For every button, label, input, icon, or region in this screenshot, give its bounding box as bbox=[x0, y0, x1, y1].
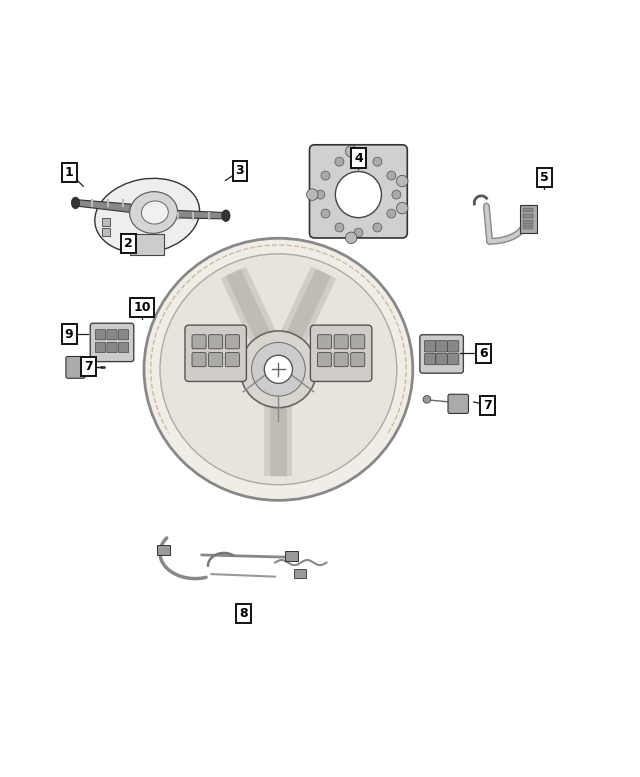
FancyBboxPatch shape bbox=[436, 340, 447, 352]
Text: 1: 1 bbox=[65, 166, 74, 179]
FancyBboxPatch shape bbox=[66, 357, 85, 378]
Ellipse shape bbox=[141, 201, 168, 224]
Ellipse shape bbox=[72, 197, 79, 209]
FancyBboxPatch shape bbox=[351, 353, 365, 367]
Ellipse shape bbox=[95, 178, 200, 253]
FancyBboxPatch shape bbox=[225, 335, 239, 349]
Text: 9: 9 bbox=[65, 328, 74, 340]
Text: 7: 7 bbox=[483, 399, 492, 412]
FancyBboxPatch shape bbox=[310, 145, 407, 238]
Bar bbox=[102, 218, 110, 226]
FancyBboxPatch shape bbox=[192, 335, 206, 349]
Ellipse shape bbox=[222, 210, 230, 221]
FancyBboxPatch shape bbox=[448, 394, 468, 413]
FancyBboxPatch shape bbox=[447, 354, 459, 365]
FancyBboxPatch shape bbox=[447, 340, 459, 352]
Text: 5: 5 bbox=[540, 171, 548, 184]
FancyBboxPatch shape bbox=[118, 329, 129, 340]
Polygon shape bbox=[166, 210, 224, 219]
FancyBboxPatch shape bbox=[225, 353, 239, 367]
Bar bbox=[523, 225, 532, 229]
Bar bbox=[523, 214, 532, 218]
Text: 8: 8 bbox=[239, 608, 248, 620]
FancyBboxPatch shape bbox=[310, 325, 372, 382]
Bar bbox=[285, 551, 298, 561]
Circle shape bbox=[354, 152, 363, 161]
Ellipse shape bbox=[130, 192, 177, 233]
Text: 7: 7 bbox=[84, 361, 93, 373]
FancyBboxPatch shape bbox=[107, 329, 117, 340]
Circle shape bbox=[346, 232, 357, 243]
Circle shape bbox=[373, 157, 382, 166]
Text: 10: 10 bbox=[133, 301, 151, 315]
Circle shape bbox=[346, 145, 357, 157]
FancyBboxPatch shape bbox=[209, 353, 223, 367]
FancyBboxPatch shape bbox=[185, 325, 246, 382]
Circle shape bbox=[396, 202, 408, 214]
Circle shape bbox=[335, 223, 344, 232]
Bar bbox=[523, 220, 532, 224]
Circle shape bbox=[373, 223, 382, 232]
Circle shape bbox=[396, 176, 408, 186]
Circle shape bbox=[387, 209, 396, 218]
Ellipse shape bbox=[160, 254, 397, 485]
FancyBboxPatch shape bbox=[192, 353, 206, 367]
FancyBboxPatch shape bbox=[95, 343, 106, 353]
FancyBboxPatch shape bbox=[424, 340, 436, 352]
Circle shape bbox=[354, 228, 363, 237]
Circle shape bbox=[387, 171, 396, 180]
Circle shape bbox=[307, 189, 318, 200]
FancyBboxPatch shape bbox=[351, 335, 365, 349]
Circle shape bbox=[335, 172, 381, 218]
Circle shape bbox=[240, 331, 317, 408]
Polygon shape bbox=[77, 200, 131, 212]
Circle shape bbox=[392, 190, 401, 199]
Text: 2: 2 bbox=[124, 237, 132, 250]
FancyBboxPatch shape bbox=[107, 343, 117, 353]
Circle shape bbox=[321, 171, 330, 180]
Circle shape bbox=[335, 157, 344, 166]
FancyBboxPatch shape bbox=[334, 335, 348, 349]
Bar bbox=[157, 545, 170, 555]
Bar bbox=[523, 208, 532, 212]
FancyBboxPatch shape bbox=[130, 234, 164, 256]
Circle shape bbox=[316, 190, 325, 199]
Circle shape bbox=[264, 355, 292, 383]
Circle shape bbox=[423, 395, 431, 403]
FancyBboxPatch shape bbox=[436, 354, 447, 365]
FancyBboxPatch shape bbox=[317, 335, 332, 349]
FancyBboxPatch shape bbox=[317, 353, 332, 367]
FancyBboxPatch shape bbox=[90, 323, 134, 361]
FancyBboxPatch shape bbox=[95, 329, 106, 340]
Text: 6: 6 bbox=[479, 347, 488, 360]
Ellipse shape bbox=[144, 239, 413, 500]
Text: 3: 3 bbox=[236, 165, 244, 177]
FancyBboxPatch shape bbox=[209, 335, 223, 349]
Bar bbox=[102, 228, 110, 235]
Bar bbox=[294, 569, 306, 578]
Circle shape bbox=[321, 209, 330, 218]
FancyBboxPatch shape bbox=[334, 353, 348, 367]
FancyBboxPatch shape bbox=[520, 205, 536, 233]
Circle shape bbox=[252, 343, 305, 396]
FancyBboxPatch shape bbox=[420, 335, 463, 373]
FancyBboxPatch shape bbox=[118, 343, 129, 353]
FancyBboxPatch shape bbox=[424, 354, 436, 365]
Text: 4: 4 bbox=[354, 152, 363, 165]
